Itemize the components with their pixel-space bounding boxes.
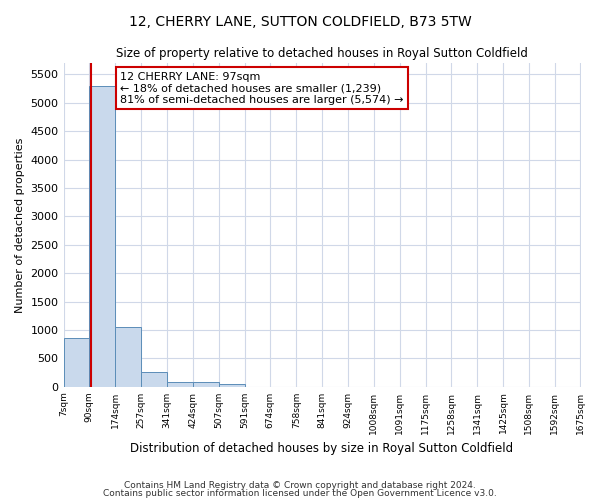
Y-axis label: Number of detached properties: Number of detached properties (15, 137, 25, 312)
Bar (64, 338, 89, 386)
Bar (141, 372, 167, 386)
Bar (218, 384, 245, 386)
Text: Contains public sector information licensed under the Open Government Licence v3: Contains public sector information licen… (103, 489, 497, 498)
Text: 12, CHERRY LANE, SUTTON COLDFIELD, B73 5TW: 12, CHERRY LANE, SUTTON COLDFIELD, B73 5… (128, 15, 472, 29)
Bar (115, 327, 141, 386)
Bar (167, 382, 193, 386)
Bar (89, 86, 115, 386)
Bar (193, 382, 218, 386)
X-axis label: Distribution of detached houses by size in Royal Sutton Coldfield: Distribution of detached houses by size … (130, 442, 514, 455)
Text: 12 CHERRY LANE: 97sqm
← 18% of detached houses are smaller (1,239)
81% of semi-d: 12 CHERRY LANE: 97sqm ← 18% of detached … (120, 72, 404, 105)
Title: Size of property relative to detached houses in Royal Sutton Coldfield: Size of property relative to detached ho… (116, 48, 528, 60)
Text: Contains HM Land Registry data © Crown copyright and database right 2024.: Contains HM Land Registry data © Crown c… (124, 480, 476, 490)
